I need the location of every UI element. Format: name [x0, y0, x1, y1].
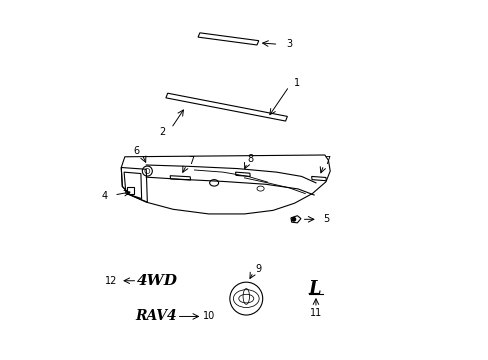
- Text: 9: 9: [255, 264, 261, 274]
- Text: L: L: [308, 280, 321, 298]
- Text: 5: 5: [322, 214, 328, 224]
- Bar: [126, 187, 134, 194]
- Text: 12: 12: [105, 276, 117, 286]
- Text: 4WD: 4WD: [137, 274, 178, 288]
- Text: 8: 8: [247, 154, 253, 164]
- Text: RAV4: RAV4: [135, 310, 177, 323]
- Circle shape: [291, 217, 295, 221]
- Text: 1: 1: [294, 78, 300, 88]
- Text: 7: 7: [324, 157, 330, 166]
- Text: 7: 7: [187, 157, 194, 166]
- Text: 2: 2: [159, 127, 165, 137]
- Text: 4: 4: [101, 191, 107, 201]
- Text: 10: 10: [203, 311, 215, 321]
- Text: 6: 6: [133, 146, 139, 156]
- Text: 3: 3: [285, 39, 292, 49]
- Text: 11: 11: [309, 308, 322, 318]
